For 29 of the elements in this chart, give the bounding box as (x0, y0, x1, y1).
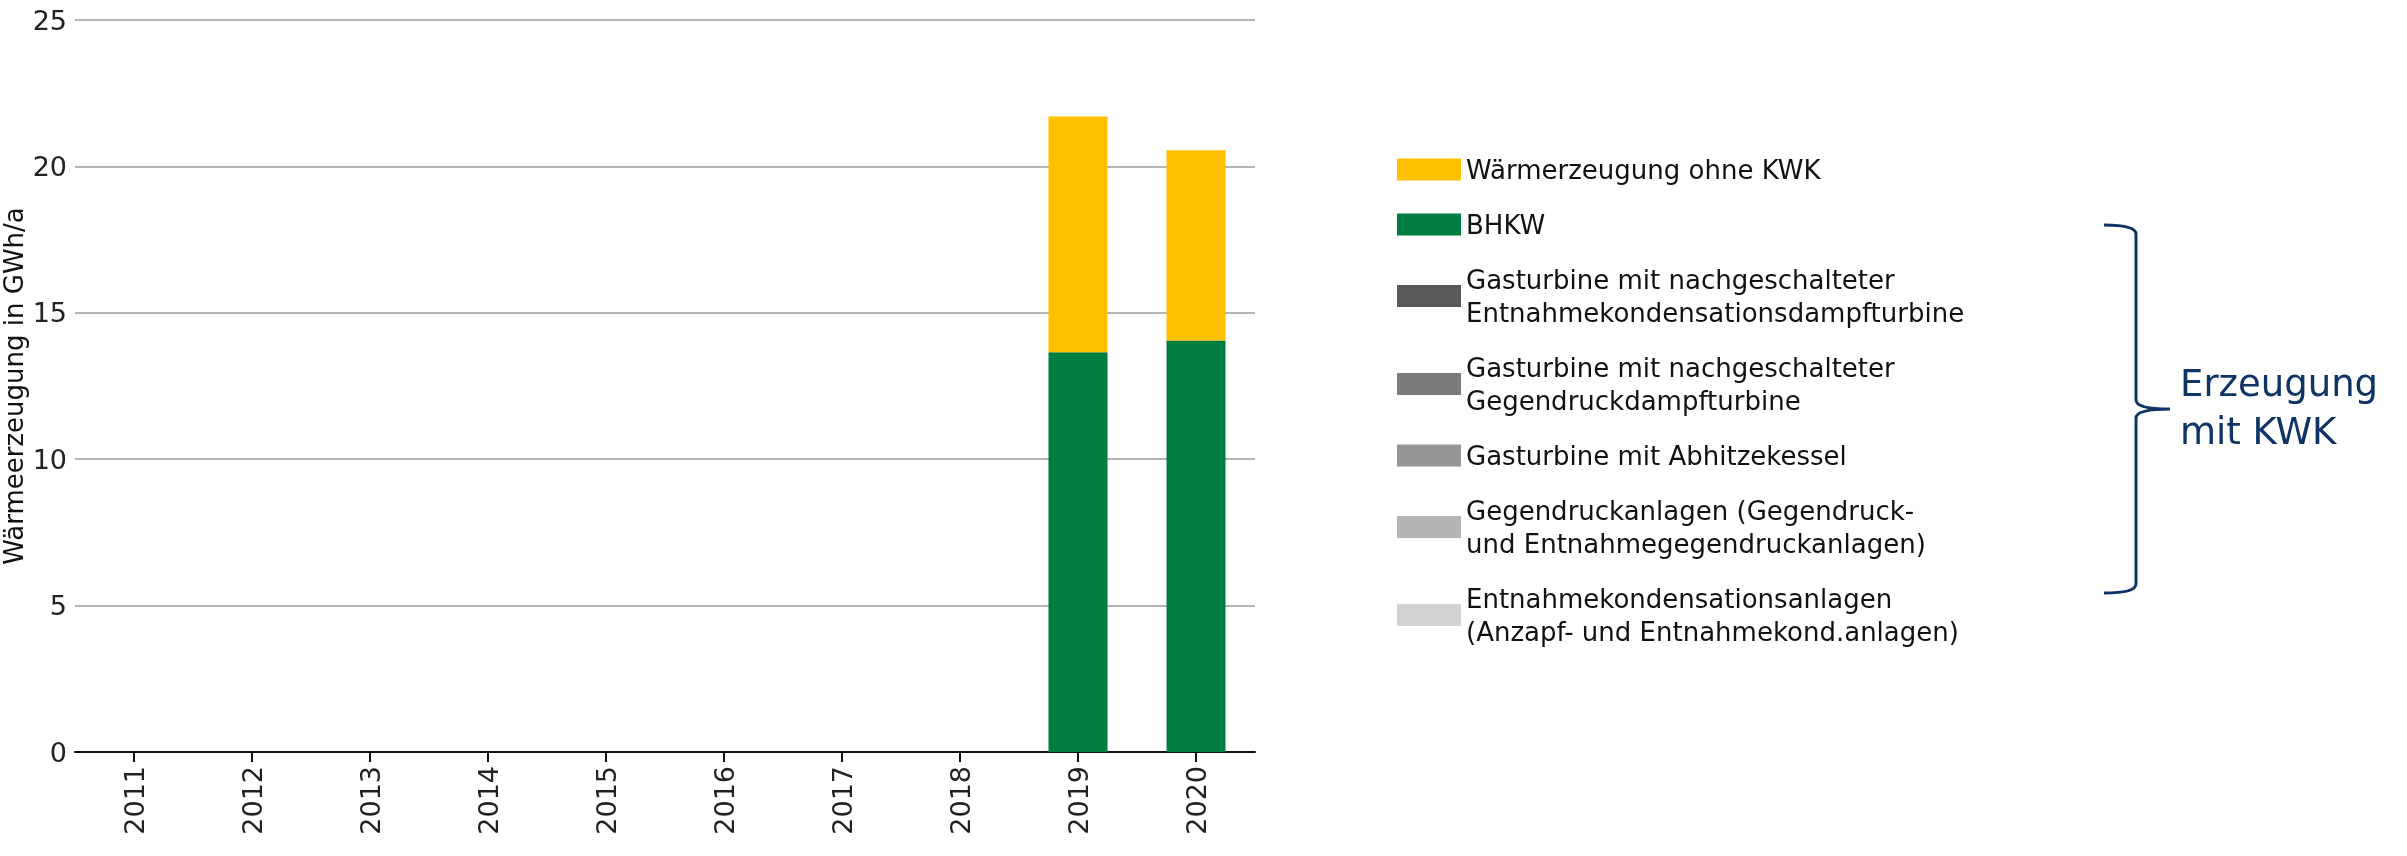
x-tick-label: 2012 (236, 766, 268, 835)
text: Erzeugung mit KWK (2180, 361, 2379, 455)
legend-label: Gasturbine mit Abhitzekessel (1466, 440, 1847, 471)
x-tick-label: 2011 (118, 766, 150, 835)
x-tick-label: 2015 (590, 766, 622, 835)
bar (1048, 352, 1108, 752)
y-tick-label: 15 (32, 297, 67, 329)
bar (1166, 340, 1226, 752)
x-tick-label: 2017 (826, 766, 858, 835)
x-tick-label: 2013 (354, 766, 386, 835)
legend-label: Gegendruckanlagen (Gegendruck- und Entnahmegegendruckanlagen) (1466, 495, 1926, 559)
legend-label: BHKW (1466, 209, 1546, 240)
bar (1166, 150, 1226, 341)
x-tick-label: 2020 (1180, 766, 1212, 835)
y-tick-label: 20 (32, 150, 67, 182)
y-tick-label: 10 (32, 443, 67, 475)
y-tick-label: 0 (49, 736, 67, 768)
legend-label: Gasturbine mit nachgeschalteter Gegendruckdampfturbine (1466, 352, 1896, 416)
legend-label: Gasturbine mit nachgeschalteter Entnahmekondensationsdampfturbine (1466, 264, 1965, 328)
x-tick-label: 2014 (472, 766, 504, 835)
x-tick-label: 2018 (944, 766, 976, 835)
x-tick-label: 2019 (1062, 766, 1094, 835)
y-axis-title: Wärmeerzeugung in GWh/a (0, 207, 29, 565)
y-tick-label: 5 (49, 590, 67, 622)
bar (1048, 116, 1108, 353)
y-tick-label: 25 (32, 4, 67, 36)
x-tick-label: 2016 (708, 766, 740, 835)
legend-label: Entnahmekondensationsanlagen (Anzapf- und Entnahmekond.anlagen) (1466, 583, 1959, 647)
legend-label: Wärmerzeugung ohne KWK (1466, 154, 1822, 185)
